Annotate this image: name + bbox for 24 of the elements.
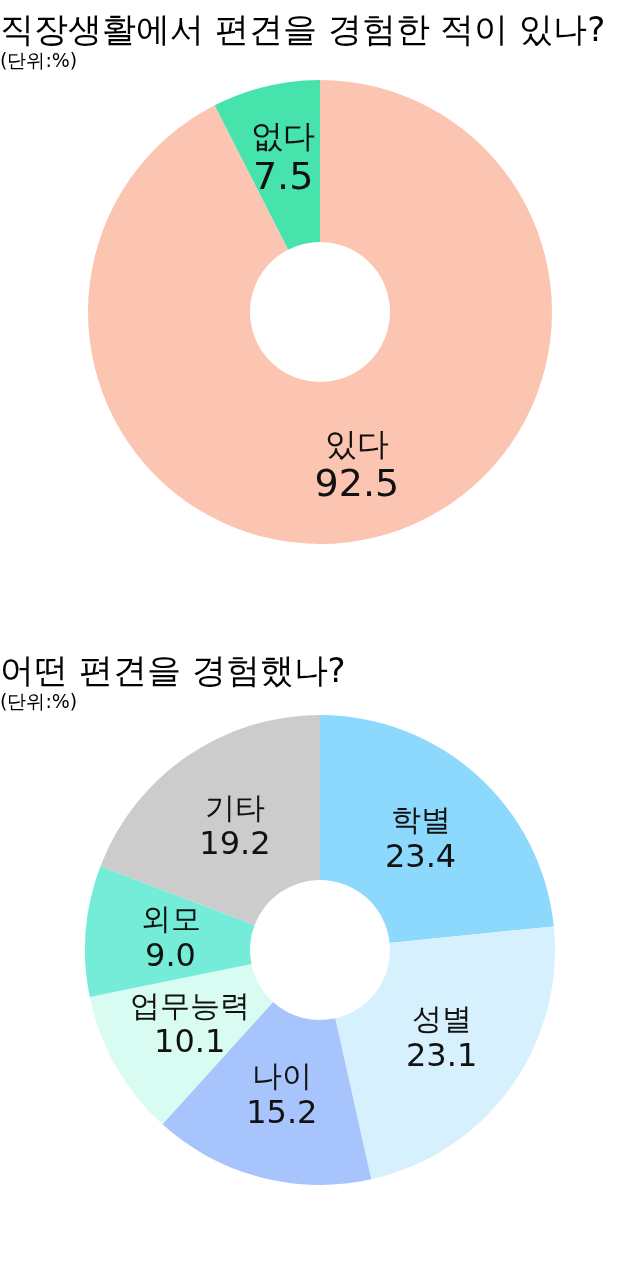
donut-slice xyxy=(214,80,320,250)
donut-slice xyxy=(320,715,554,943)
chart-subtitle: (단위:%) xyxy=(0,49,78,71)
chart-subtitle: (단위:%) xyxy=(0,690,78,712)
slice-label: 기타 xyxy=(204,789,265,825)
chart-title: 직장생활에서 편견을 경험한 적이 있나? xyxy=(0,9,606,49)
donut-slice xyxy=(335,926,555,1180)
slice-label: 성별 xyxy=(411,1001,472,1037)
data-label: 92.5 xyxy=(314,460,400,505)
chart-title: 어떤 편견을 경험했나? xyxy=(0,650,346,690)
data-label: 23.4 xyxy=(384,836,457,875)
slice-label: 있다 xyxy=(324,424,389,463)
slice-label: 업무능력 xyxy=(129,987,250,1023)
donut-slice xyxy=(88,80,552,544)
slice-label: 나이 xyxy=(251,1058,312,1094)
slice-label: 없다 xyxy=(251,117,316,156)
data-label: 9.0 xyxy=(145,935,196,974)
data-label: 10.1 xyxy=(154,1022,226,1061)
data-label: 23.1 xyxy=(406,1035,478,1074)
data-label: 19.2 xyxy=(199,824,271,863)
data-label: 7.5 xyxy=(252,153,314,198)
data-label: 15.2 xyxy=(246,1093,318,1132)
slice-label: 학별 xyxy=(390,802,451,838)
slice-label: 외모 xyxy=(140,901,201,937)
